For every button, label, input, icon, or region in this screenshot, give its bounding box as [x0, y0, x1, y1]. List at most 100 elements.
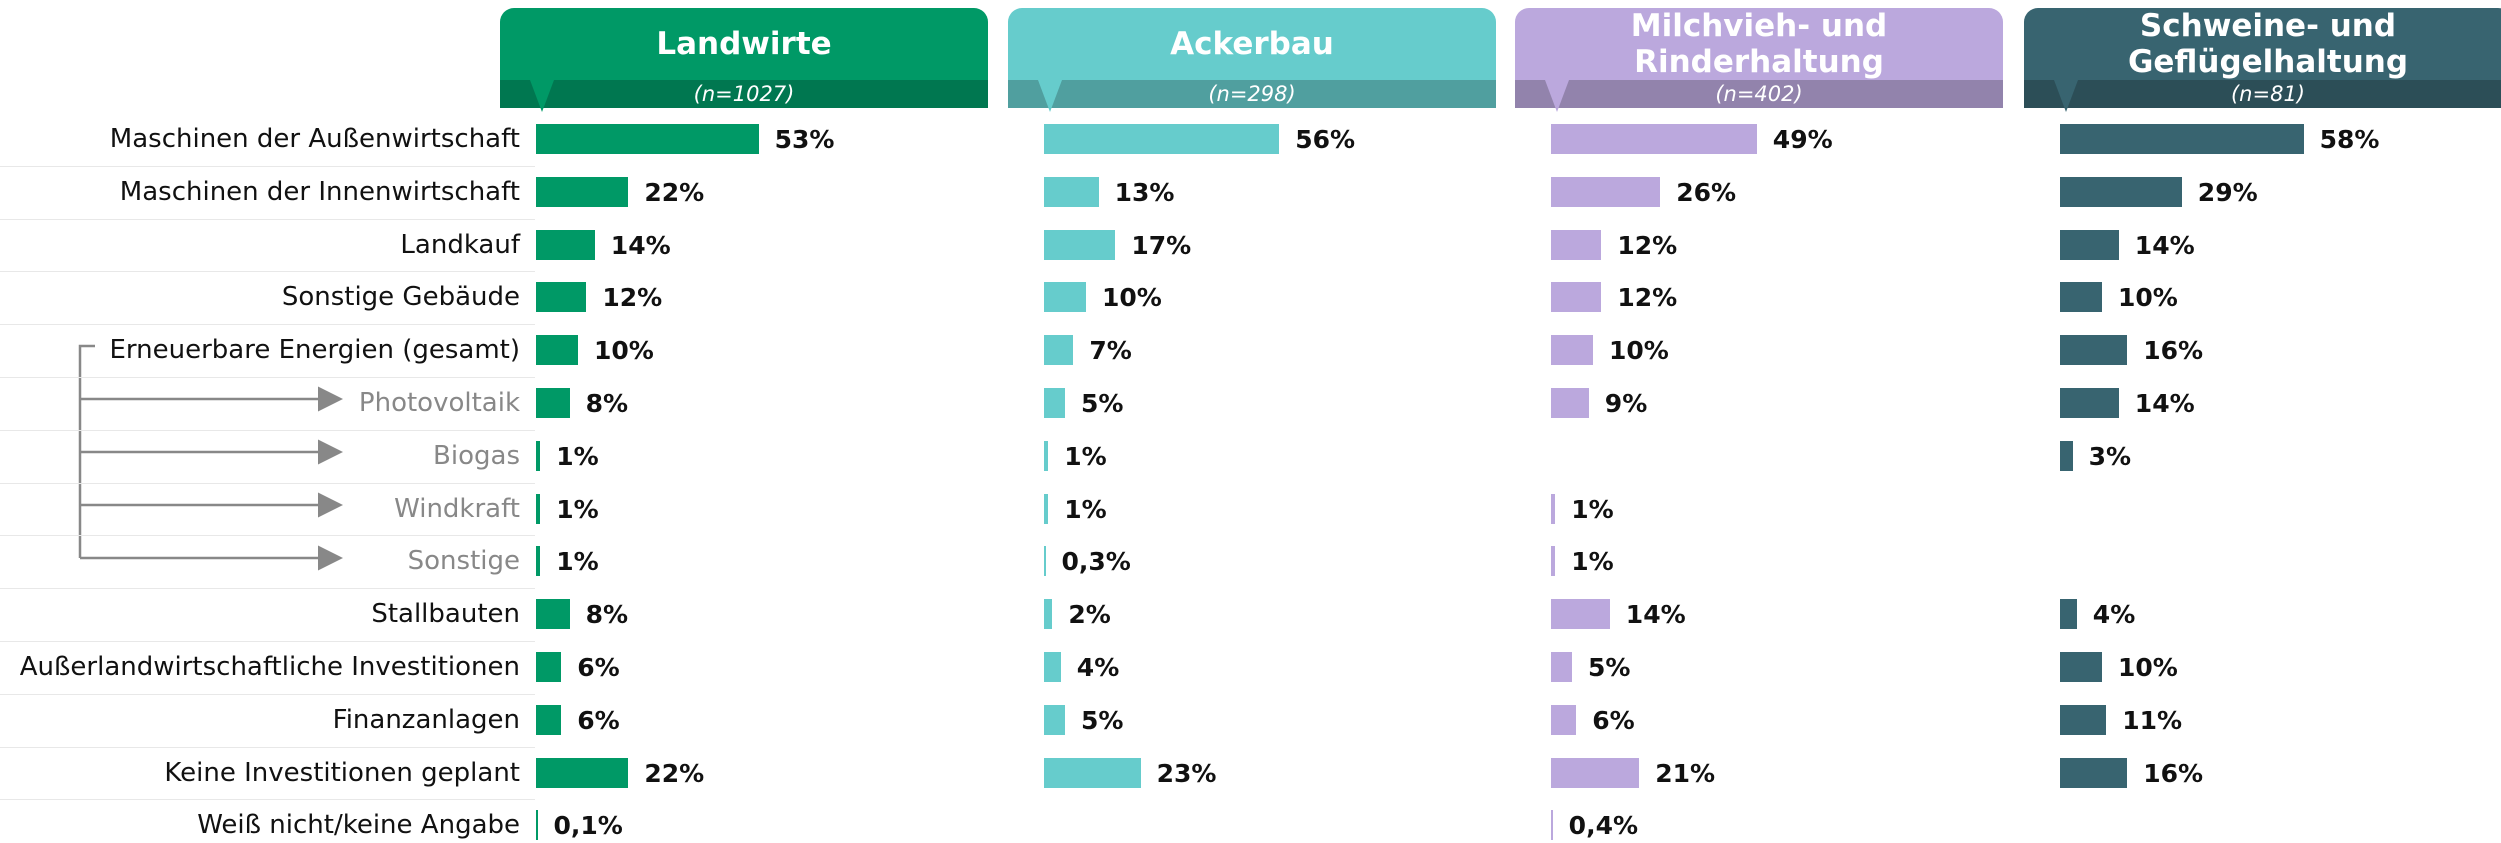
bar [536, 810, 538, 841]
row-separator [0, 588, 535, 590]
row-separator [0, 746, 535, 748]
bar [1044, 493, 1049, 524]
panel-subtitle: (n=402) [1715, 82, 1803, 106]
category-label: Maschinen der Außenwirtschaft [109, 124, 520, 154]
value-label: 10% [1609, 336, 1669, 366]
bar [536, 176, 629, 207]
value-label: 8% [585, 600, 629, 630]
bar [1551, 704, 1577, 735]
bar [536, 652, 562, 682]
value-label: 14% [2134, 389, 2195, 418]
row-separator [0, 641, 535, 642]
header-band [1515, 80, 2003, 108]
value-label: 1% [1571, 547, 1614, 577]
panel-subtitle: (n=81) [2230, 82, 2305, 106]
bar [1551, 124, 1757, 154]
bar [1044, 282, 1086, 313]
bar [1044, 599, 1053, 630]
bar [1044, 704, 1065, 735]
bar [1551, 757, 1640, 788]
value-label: 1% [1064, 494, 1107, 524]
value-label: 6% [577, 705, 620, 735]
value-label: 2% [1068, 600, 1111, 630]
value-label: 5% [1081, 705, 1124, 735]
header-pointer [2054, 80, 2078, 112]
panel-title: Milchvieh- und Rinderhaltung [1630, 8, 1888, 80]
value-label: 4% [1076, 653, 1120, 682]
value-label: 26% [1676, 177, 1737, 207]
category-label: Außerlandwirtschaftliche Investitionen [19, 652, 520, 682]
bar [1044, 176, 1099, 207]
bar [2060, 757, 2128, 788]
value-label: 12% [1617, 283, 1678, 313]
category-label: Maschinen der Innenwirtschaft [119, 176, 520, 207]
header-pointer [1038, 80, 1062, 112]
bar [1044, 388, 1065, 418]
value-label: 9% [1604, 389, 1648, 418]
category-label: Sonstige Gebäude [281, 282, 520, 313]
bar [2060, 652, 2102, 682]
value-label: 1% [556, 441, 599, 471]
bar [1044, 335, 1074, 366]
bar [2060, 440, 2073, 471]
value-label: 7% [1089, 336, 1132, 366]
value-label: 8% [585, 389, 629, 418]
value-label: 5% [1081, 389, 1124, 418]
row-separator [0, 377, 535, 378]
value-label: 21% [1655, 758, 1716, 788]
value-label: 10% [2118, 283, 2178, 313]
value-label: 12% [602, 283, 663, 313]
value-label: 10% [594, 336, 654, 366]
panel-title: Ackerbau [1170, 26, 1334, 62]
panel-title: Landwirte [656, 26, 832, 62]
value-label: 1% [1064, 441, 1107, 471]
value-label: 10% [2118, 653, 2178, 682]
value-label: 6% [577, 653, 620, 682]
header-band [500, 80, 988, 108]
category-label: Finanzanlagen [332, 704, 520, 735]
bar [1551, 652, 1572, 682]
bar [536, 229, 595, 260]
bar [536, 493, 541, 524]
value-label: 1% [556, 494, 599, 524]
value-label: 0,3% [1061, 547, 1131, 577]
value-label: 11% [2122, 705, 2183, 735]
row-separator [0, 429, 535, 431]
value-label: 22% [644, 758, 705, 788]
bar [1551, 176, 1661, 207]
category-label: Weiß nicht/keine Angabe [197, 810, 520, 841]
bar [2060, 704, 2107, 735]
value-label: 6% [1592, 705, 1635, 735]
value-label: 29% [2197, 177, 2258, 207]
value-label: 4% [2092, 600, 2136, 630]
row-separator [0, 165, 535, 167]
value-label: 3% [2088, 441, 2132, 471]
category-label: Biogas [433, 440, 520, 471]
value-label: 23% [1156, 758, 1217, 788]
bar [2060, 335, 2128, 366]
category-label: Sonstige [407, 546, 520, 577]
header-band [2024, 80, 2501, 108]
bar [2060, 124, 2304, 154]
row-separator [0, 693, 535, 695]
value-label: 0,1% [553, 811, 623, 841]
category-label: Erneuerbare Energien (gesamt) [109, 335, 520, 366]
row-separator [0, 271, 535, 273]
header-band [1008, 80, 1496, 108]
bar [1551, 493, 1556, 524]
category-label: Landkauf [400, 229, 520, 260]
bar [536, 335, 578, 366]
bar [1044, 546, 1046, 577]
value-label: 12% [1617, 230, 1678, 260]
bar [536, 282, 587, 313]
category-label: Windkraft [394, 493, 520, 524]
value-label: 58% [2319, 125, 2380, 154]
panel-subtitle: (n=1027) [693, 82, 795, 106]
bar [1551, 229, 1602, 260]
bar [2060, 388, 2119, 418]
header-pointer [530, 80, 554, 112]
bar [2060, 229, 2119, 260]
value-label: 53% [774, 125, 835, 154]
value-label: 1% [1571, 494, 1614, 524]
